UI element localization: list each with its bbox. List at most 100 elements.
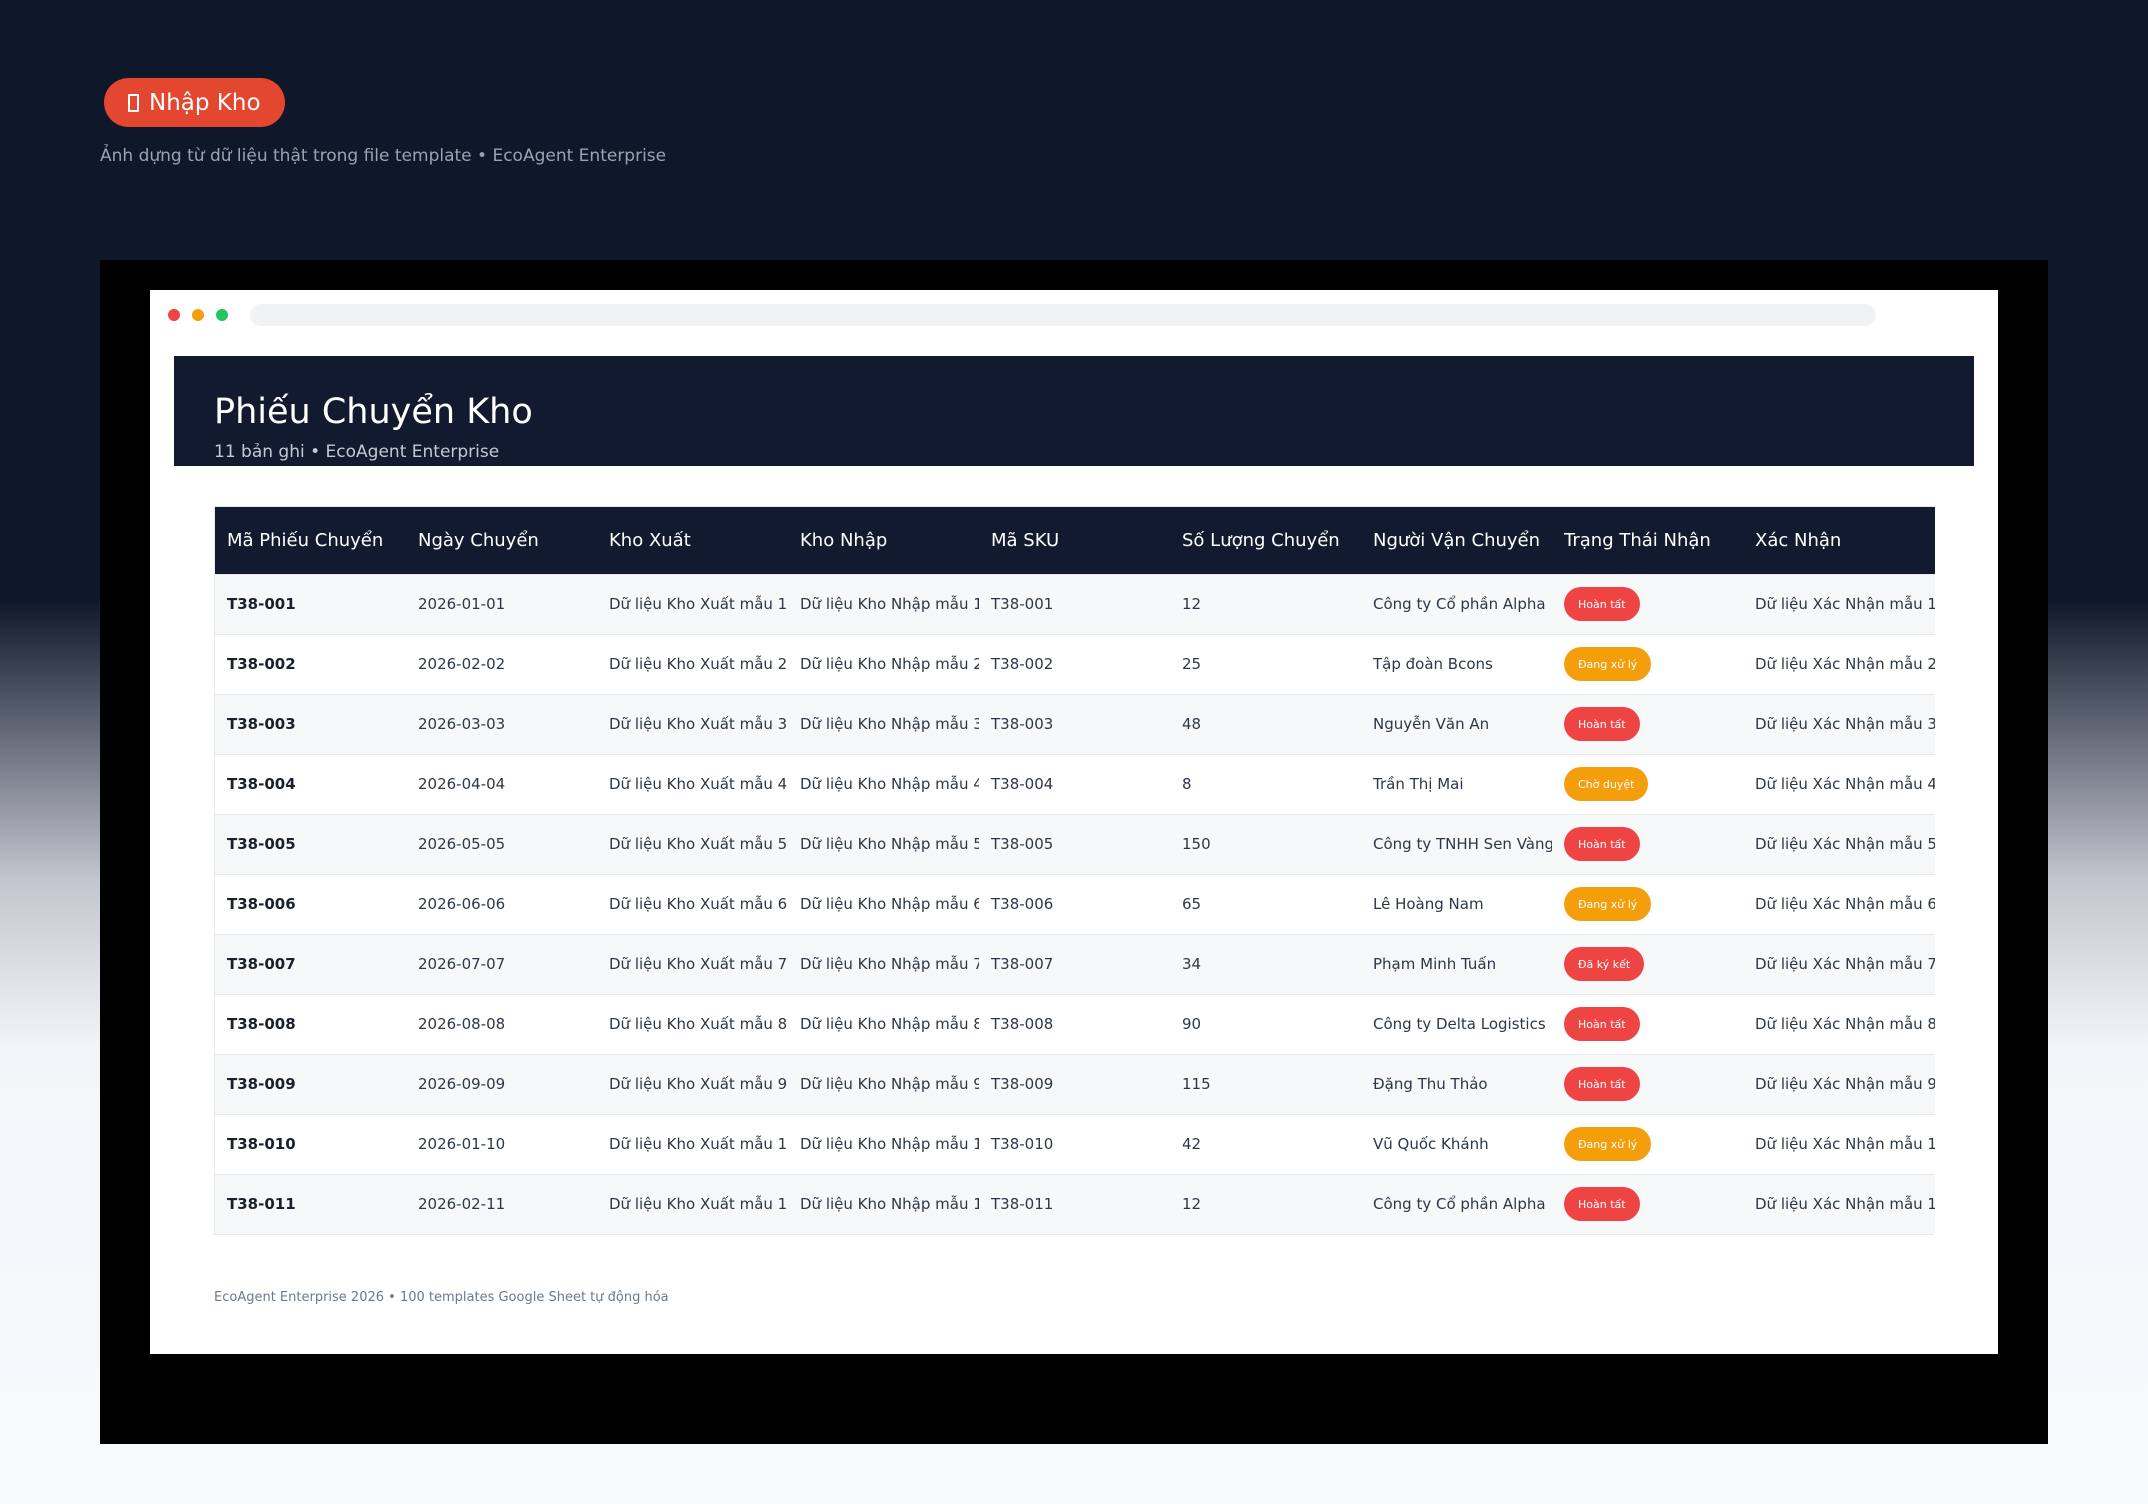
status-badge: Hoàn tất xyxy=(1564,587,1640,621)
cell-carrier: Đặng Thu Thảo xyxy=(1373,1075,1488,1093)
minimize-dot-icon[interactable] xyxy=(192,309,204,321)
cell-to: Dữ liệu Kho Nhập mẫu 4 xyxy=(800,775,979,793)
cell-sku: T38-009 xyxy=(991,1075,1054,1093)
cell-from: Dữ liệu Kho Xuất mẫu 3 xyxy=(609,715,788,733)
cell-to: Dữ liệu Kho Nhập mẫu 2 xyxy=(800,655,979,673)
table-row[interactable]: T38-007 2026-07-07 Dữ liệu Kho Xuất mẫu 7 D… xyxy=(215,934,1935,994)
status-cell: Hoàn tất xyxy=(1552,994,1743,1054)
browser-window: Phiếu Chuyển Kho 11 bản ghi • EcoAgent E… xyxy=(150,290,1998,1354)
cell-date: 2026-08-08 xyxy=(418,1015,506,1033)
status-badge: Đang xử lý xyxy=(1564,1127,1652,1161)
cell-to: Dữ liệu Kho Nhập mẫu 3 xyxy=(800,715,979,733)
cell-qty: 90 xyxy=(1182,1015,1202,1033)
cell-sku: T38-010 xyxy=(991,1135,1054,1153)
column-header[interactable]: Số Lượng Chuyển xyxy=(1182,529,1340,551)
cell-qty: 8 xyxy=(1182,775,1192,793)
table-row[interactable]: T38-005 2026-05-05 Dữ liệu Kho Xuất mẫu 5 D… xyxy=(215,814,1935,874)
column-header[interactable]: Người Vận Chuyển xyxy=(1373,529,1541,551)
maximize-dot-icon[interactable] xyxy=(216,309,228,321)
footer-note: EcoAgent Enterprise 2026 • 100 templates… xyxy=(214,1290,669,1305)
cell-date: 2026-01-10 xyxy=(418,1135,506,1153)
cell-sku: T38-001 xyxy=(991,595,1054,613)
column-header[interactable]: Kho Nhập xyxy=(800,529,888,551)
column-header[interactable]: Kho Xuất xyxy=(609,529,691,551)
hero-badge-label: Nhập Kho xyxy=(149,89,261,116)
cell-carrier: Lê Hoàng Nam xyxy=(1373,895,1484,913)
cell-date: 2026-06-06 xyxy=(418,895,506,913)
cell-to: Dữ liệu Kho Nhập mẫu 7 xyxy=(800,955,979,973)
cell-code: T38-011 xyxy=(227,1195,296,1214)
cell-code: T38-010 xyxy=(227,1135,296,1153)
column-header[interactable]: Trạng Thái Nhận xyxy=(1564,529,1711,551)
status-badge: Hoàn tất xyxy=(1564,827,1640,861)
cell-date: 2026-03-03 xyxy=(418,715,506,733)
cell-carrier: Nguyễn Văn An xyxy=(1373,715,1490,733)
table-row[interactable]: T38-004 2026-04-04 Dữ liệu Kho Xuất mẫu 4 D… xyxy=(215,754,1935,814)
cell-from: Dữ liệu Kho Xuất mẫu 4 xyxy=(609,775,788,793)
table-row[interactable]: T38-010 2026-01-10 Dữ liệu Kho Xuất mẫu 10… xyxy=(215,1114,1935,1174)
table-row[interactable]: T38-001 2026-01-01 Dữ liệu Kho Xuất mẫu 1 D… xyxy=(215,574,1935,634)
table-row[interactable]: T38-003 2026-03-03 Dữ liệu Kho Xuất mẫu 3 D… xyxy=(215,694,1935,754)
cell-sku: T38-008 xyxy=(991,1015,1054,1033)
cell-code: T38-001 xyxy=(227,595,296,613)
status-cell: Hoàn tất xyxy=(1552,1054,1743,1114)
cell-date: 2026-05-05 xyxy=(418,835,506,853)
table-row[interactable]: T38-011 2026-02-11 Dữ liệu Kho Xuất mẫu 11… xyxy=(215,1174,1935,1234)
cell-confirm: Dữ liệu Xác Nhận mẫu 11 xyxy=(1755,1195,1935,1214)
cell-qty: 65 xyxy=(1182,895,1202,913)
table-row[interactable]: T38-006 2026-06-06 Dữ liệu Kho Xuất mẫu 6 D… xyxy=(215,874,1935,934)
cell-to: Dữ liệu Kho Nhập mẫu 8 xyxy=(800,1015,979,1033)
status-badge: Hoàn tất xyxy=(1564,1007,1640,1041)
cell-date: 2026-01-01 xyxy=(418,595,506,613)
cell-sku: T38-007 xyxy=(991,955,1054,973)
status-cell: Đã ký kết xyxy=(1552,934,1743,994)
status-cell: Hoàn tất xyxy=(1552,694,1743,754)
status-cell: Hoàn tất xyxy=(1552,814,1743,874)
status-cell: Hoàn tất xyxy=(1552,1174,1743,1234)
cell-confirm: Dữ liệu Xác Nhận mẫu 9 xyxy=(1755,1075,1935,1093)
status-badge: Hoàn tất xyxy=(1564,707,1640,741)
cell-to: Dữ liệu Kho Nhập mẫu 6 xyxy=(800,895,979,913)
column-header[interactable]: Xác Nhận xyxy=(1755,529,1842,551)
box-icon xyxy=(128,93,139,112)
cell-from: Dữ liệu Kho Xuất mẫu 7 xyxy=(609,955,788,973)
cell-carrier: Trần Thị Mai xyxy=(1373,775,1464,793)
cell-to: Dữ liệu Kho Nhập mẫu 5 xyxy=(800,835,979,853)
address-bar[interactable] xyxy=(250,304,1876,326)
cell-date: 2026-09-09 xyxy=(418,1075,506,1093)
cell-from: Dữ liệu Kho Xuất mẫu 2 xyxy=(609,655,788,673)
status-badge: Đang xử lý xyxy=(1564,647,1652,681)
cell-carrier: Công ty TNHH Sen Vàng xyxy=(1373,835,1552,853)
hero-badge[interactable]: Nhập Kho xyxy=(104,78,285,127)
column-header[interactable]: Mã Phiếu Chuyển xyxy=(227,529,384,551)
data-table: Mã Phiếu Chuyển Ngày Chuyển Kho Xuất Kho Nh… xyxy=(214,506,1935,1235)
cell-code: T38-008 xyxy=(227,1015,296,1033)
cell-carrier: Công ty Cổ phần Alpha xyxy=(1373,1195,1546,1214)
cell-date: 2026-07-07 xyxy=(418,955,506,973)
cell-code: T38-006 xyxy=(227,895,296,913)
table-row[interactable]: T38-009 2026-09-09 Dữ liệu Kho Xuất mẫu 9 D… xyxy=(215,1054,1935,1114)
column-header[interactable]: Mã SKU xyxy=(991,529,1060,551)
cell-sku: T38-006 xyxy=(991,895,1054,913)
cell-qty: 150 xyxy=(1182,835,1211,853)
cell-to: Dữ liệu Kho Nhập mẫu 1 xyxy=(800,595,979,613)
cell-qty: 12 xyxy=(1182,1195,1202,1214)
cell-qty: 115 xyxy=(1182,1075,1211,1093)
table-row[interactable]: T38-002 2026-02-02 Dữ liệu Kho Xuất mẫu 2 D… xyxy=(215,634,1935,694)
cell-sku: T38-005 xyxy=(991,835,1054,853)
cell-from: Dữ liệu Kho Xuất mẫu 9 xyxy=(609,1075,788,1093)
record-count: 11 bản ghi • EcoAgent Enterprise xyxy=(214,442,500,462)
cell-code: T38-004 xyxy=(227,775,296,793)
cell-carrier: Công ty Cổ phần Alpha xyxy=(1373,595,1546,613)
column-header[interactable]: Ngày Chuyển xyxy=(418,529,539,551)
status-cell: Đang xử lý xyxy=(1552,634,1743,694)
cell-confirm: Dữ liệu Xác Nhận mẫu 8 xyxy=(1755,1015,1935,1033)
table-body: T38-001 2026-01-01 Dữ liệu Kho Xuất mẫu 1 D… xyxy=(215,574,1935,1234)
cell-code: T38-003 xyxy=(227,715,296,733)
cell-carrier: Tập đoàn Bcons xyxy=(1373,655,1493,673)
page-title: Phiếu Chuyển Kho xyxy=(214,392,533,432)
close-dot-icon[interactable] xyxy=(168,309,180,321)
table-row[interactable]: T38-008 2026-08-08 Dữ liệu Kho Xuất mẫu 8 D… xyxy=(215,994,1935,1054)
cell-confirm: Dữ liệu Xác Nhận mẫu 1 xyxy=(1755,595,1935,613)
status-cell: Đang xử lý xyxy=(1552,1114,1743,1174)
